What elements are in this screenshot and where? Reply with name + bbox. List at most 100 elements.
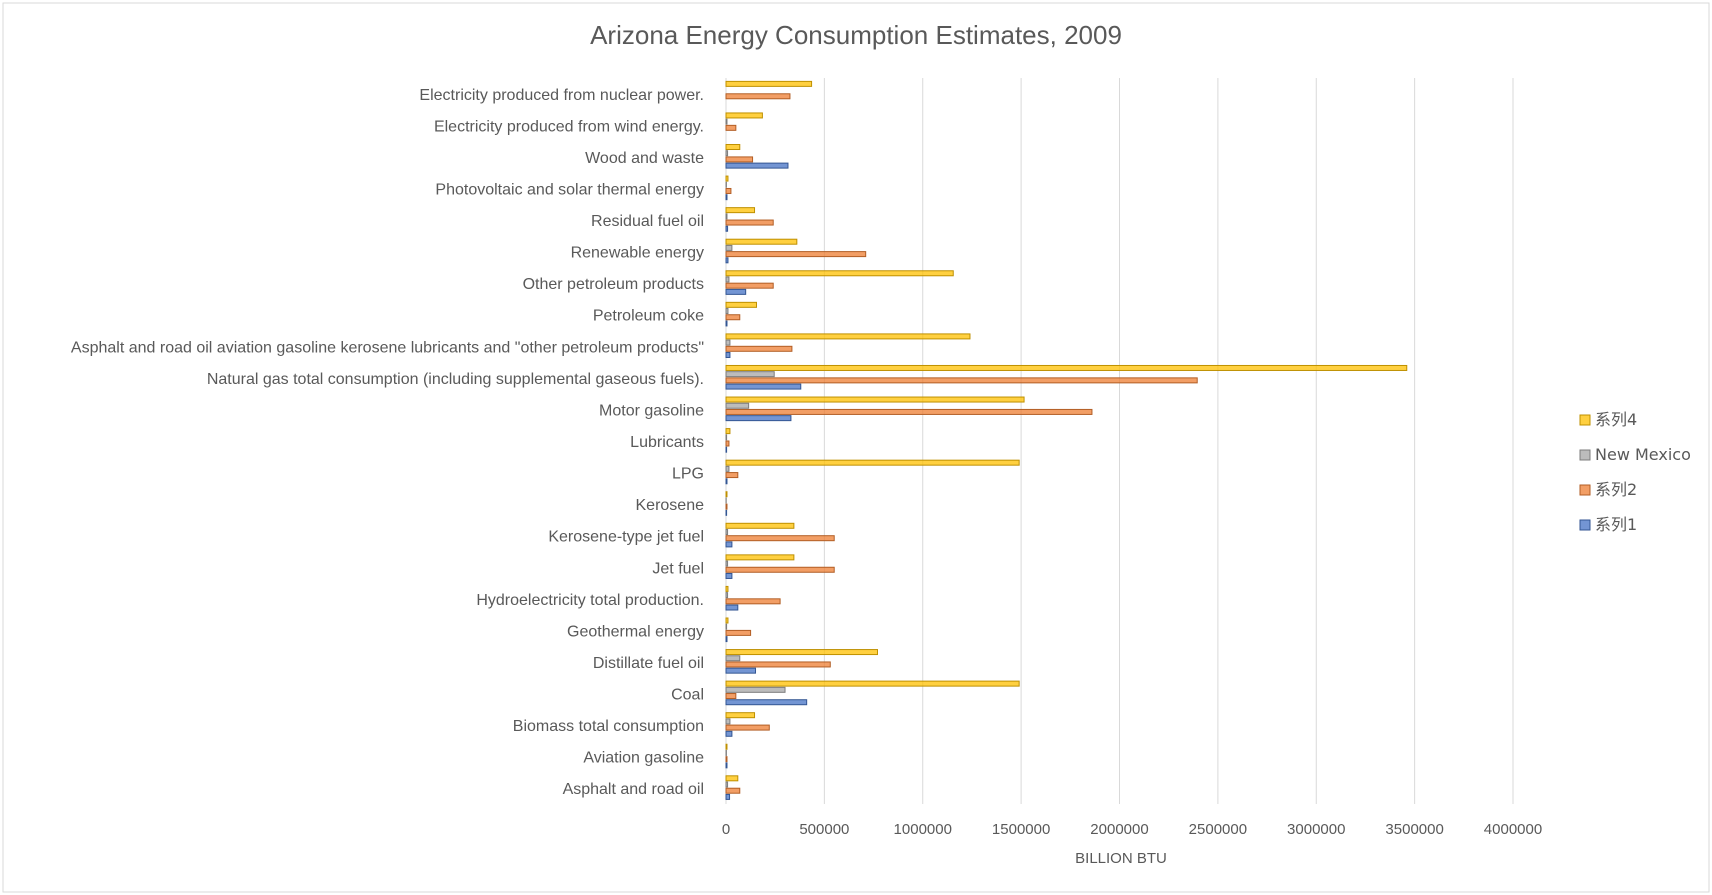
category-label: Distillate fuel oil: [593, 655, 704, 672]
bar: [725, 699, 808, 706]
bar: [725, 118, 728, 125]
legend-swatch: [1579, 484, 1591, 496]
category-label: Coal: [671, 687, 704, 704]
legend: 系列4 New Mexico 系列2 系列1: [1579, 410, 1691, 534]
legend-label: 系列1: [1595, 515, 1637, 534]
bar: [725, 541, 733, 548]
category-label: Electricity produced from wind energy.: [434, 118, 704, 135]
x-axis-title: BILLION BTU: [1075, 850, 1167, 867]
bar: [725, 781, 729, 788]
bar: [725, 535, 835, 542]
bar: [725, 680, 1020, 687]
bar: [725, 339, 731, 346]
bar: [725, 219, 774, 226]
bar: [725, 629, 752, 636]
bar: [725, 560, 729, 567]
bar: [725, 478, 728, 485]
x-tick-label: 2500000: [1189, 821, 1247, 838]
bar: [725, 288, 747, 295]
bar: [725, 503, 728, 510]
bar: [725, 428, 731, 435]
bar: [725, 93, 791, 100]
bar: [725, 383, 802, 390]
bar: [725, 604, 739, 611]
bar: [725, 566, 835, 573]
bar: [725, 554, 795, 561]
category-label: Renewable energy: [571, 245, 704, 262]
bar: [725, 80, 813, 87]
bar: [725, 377, 1198, 384]
legend-swatch: [1579, 449, 1591, 461]
bar: [725, 793, 731, 800]
bar: [725, 440, 730, 447]
category-label: Kerosene-type jet fuel: [548, 529, 704, 546]
x-tick-labels: 0 500000 1000000 1500000 2000000 2500000 30000…: [722, 821, 1542, 838]
bar: [725, 282, 774, 289]
bar: [725, 491, 728, 498]
x-tick-label: 4000000: [1484, 821, 1542, 838]
bar: [725, 308, 729, 315]
bar: [725, 661, 831, 668]
bar: [725, 572, 733, 579]
bar: [725, 314, 741, 321]
x-tick-label: 0: [722, 821, 730, 838]
category-label: Photovoltaic and solar thermal energy: [435, 181, 704, 198]
bar: [725, 225, 729, 232]
bar: [725, 724, 770, 731]
bar: [725, 762, 728, 769]
bar: [725, 649, 878, 656]
bar: [725, 730, 733, 737]
bar: [725, 144, 741, 151]
x-tick-label: 500000: [799, 821, 849, 838]
bar: [725, 320, 728, 327]
bar: [725, 434, 728, 441]
bar: [725, 718, 731, 725]
x-tick-label: 2000000: [1090, 821, 1148, 838]
chart-title: Arizona Energy Consumption Estimates, 20…: [590, 20, 1122, 50]
bar: [725, 598, 781, 605]
bar: [725, 522, 795, 529]
bar: [725, 175, 729, 182]
category-label: Wood and waste: [585, 150, 704, 167]
legend-label: New Mexico: [1595, 445, 1691, 464]
category-label: Natural gas total consumption (including…: [207, 371, 704, 388]
bar: [725, 693, 737, 700]
bar: [725, 251, 867, 258]
bar: [725, 667, 757, 674]
category-label: Kerosene: [636, 497, 705, 514]
bar: [725, 187, 732, 194]
bar: [725, 364, 1408, 371]
bar: [725, 124, 737, 131]
category-label: Motor gasoline: [599, 402, 704, 419]
x-tick-label: 3500000: [1385, 821, 1443, 838]
category-label: Asphalt and road oil: [563, 781, 704, 798]
bar: [725, 775, 739, 782]
legend-swatch: [1579, 519, 1591, 531]
gridlines: [725, 78, 1514, 804]
bar: [725, 465, 730, 472]
bar: [725, 213, 728, 220]
category-label: Other petroleum products: [523, 276, 704, 293]
category-label: Aviation gasoline: [583, 750, 704, 767]
bar: [725, 345, 793, 352]
category-labels: Asphalt and road oil Aviation gasoline Bio…: [71, 87, 704, 798]
category-label: Geothermal energy: [567, 623, 704, 640]
bar: [725, 238, 798, 245]
category-label: Residual fuel oil: [591, 213, 704, 230]
bar: [725, 712, 756, 719]
bar: [725, 371, 775, 378]
bar: [725, 592, 729, 599]
bar: [725, 509, 728, 516]
bar: [725, 446, 728, 453]
category-label: Jet fuel: [652, 560, 704, 577]
bar: [725, 396, 1025, 403]
category-label: Lubricants: [630, 434, 704, 451]
category-label: LPG: [672, 466, 704, 483]
bar: [725, 408, 1093, 415]
bar: [725, 333, 971, 340]
bar: [725, 787, 741, 794]
bar: [725, 150, 729, 157]
bar: [725, 623, 728, 630]
